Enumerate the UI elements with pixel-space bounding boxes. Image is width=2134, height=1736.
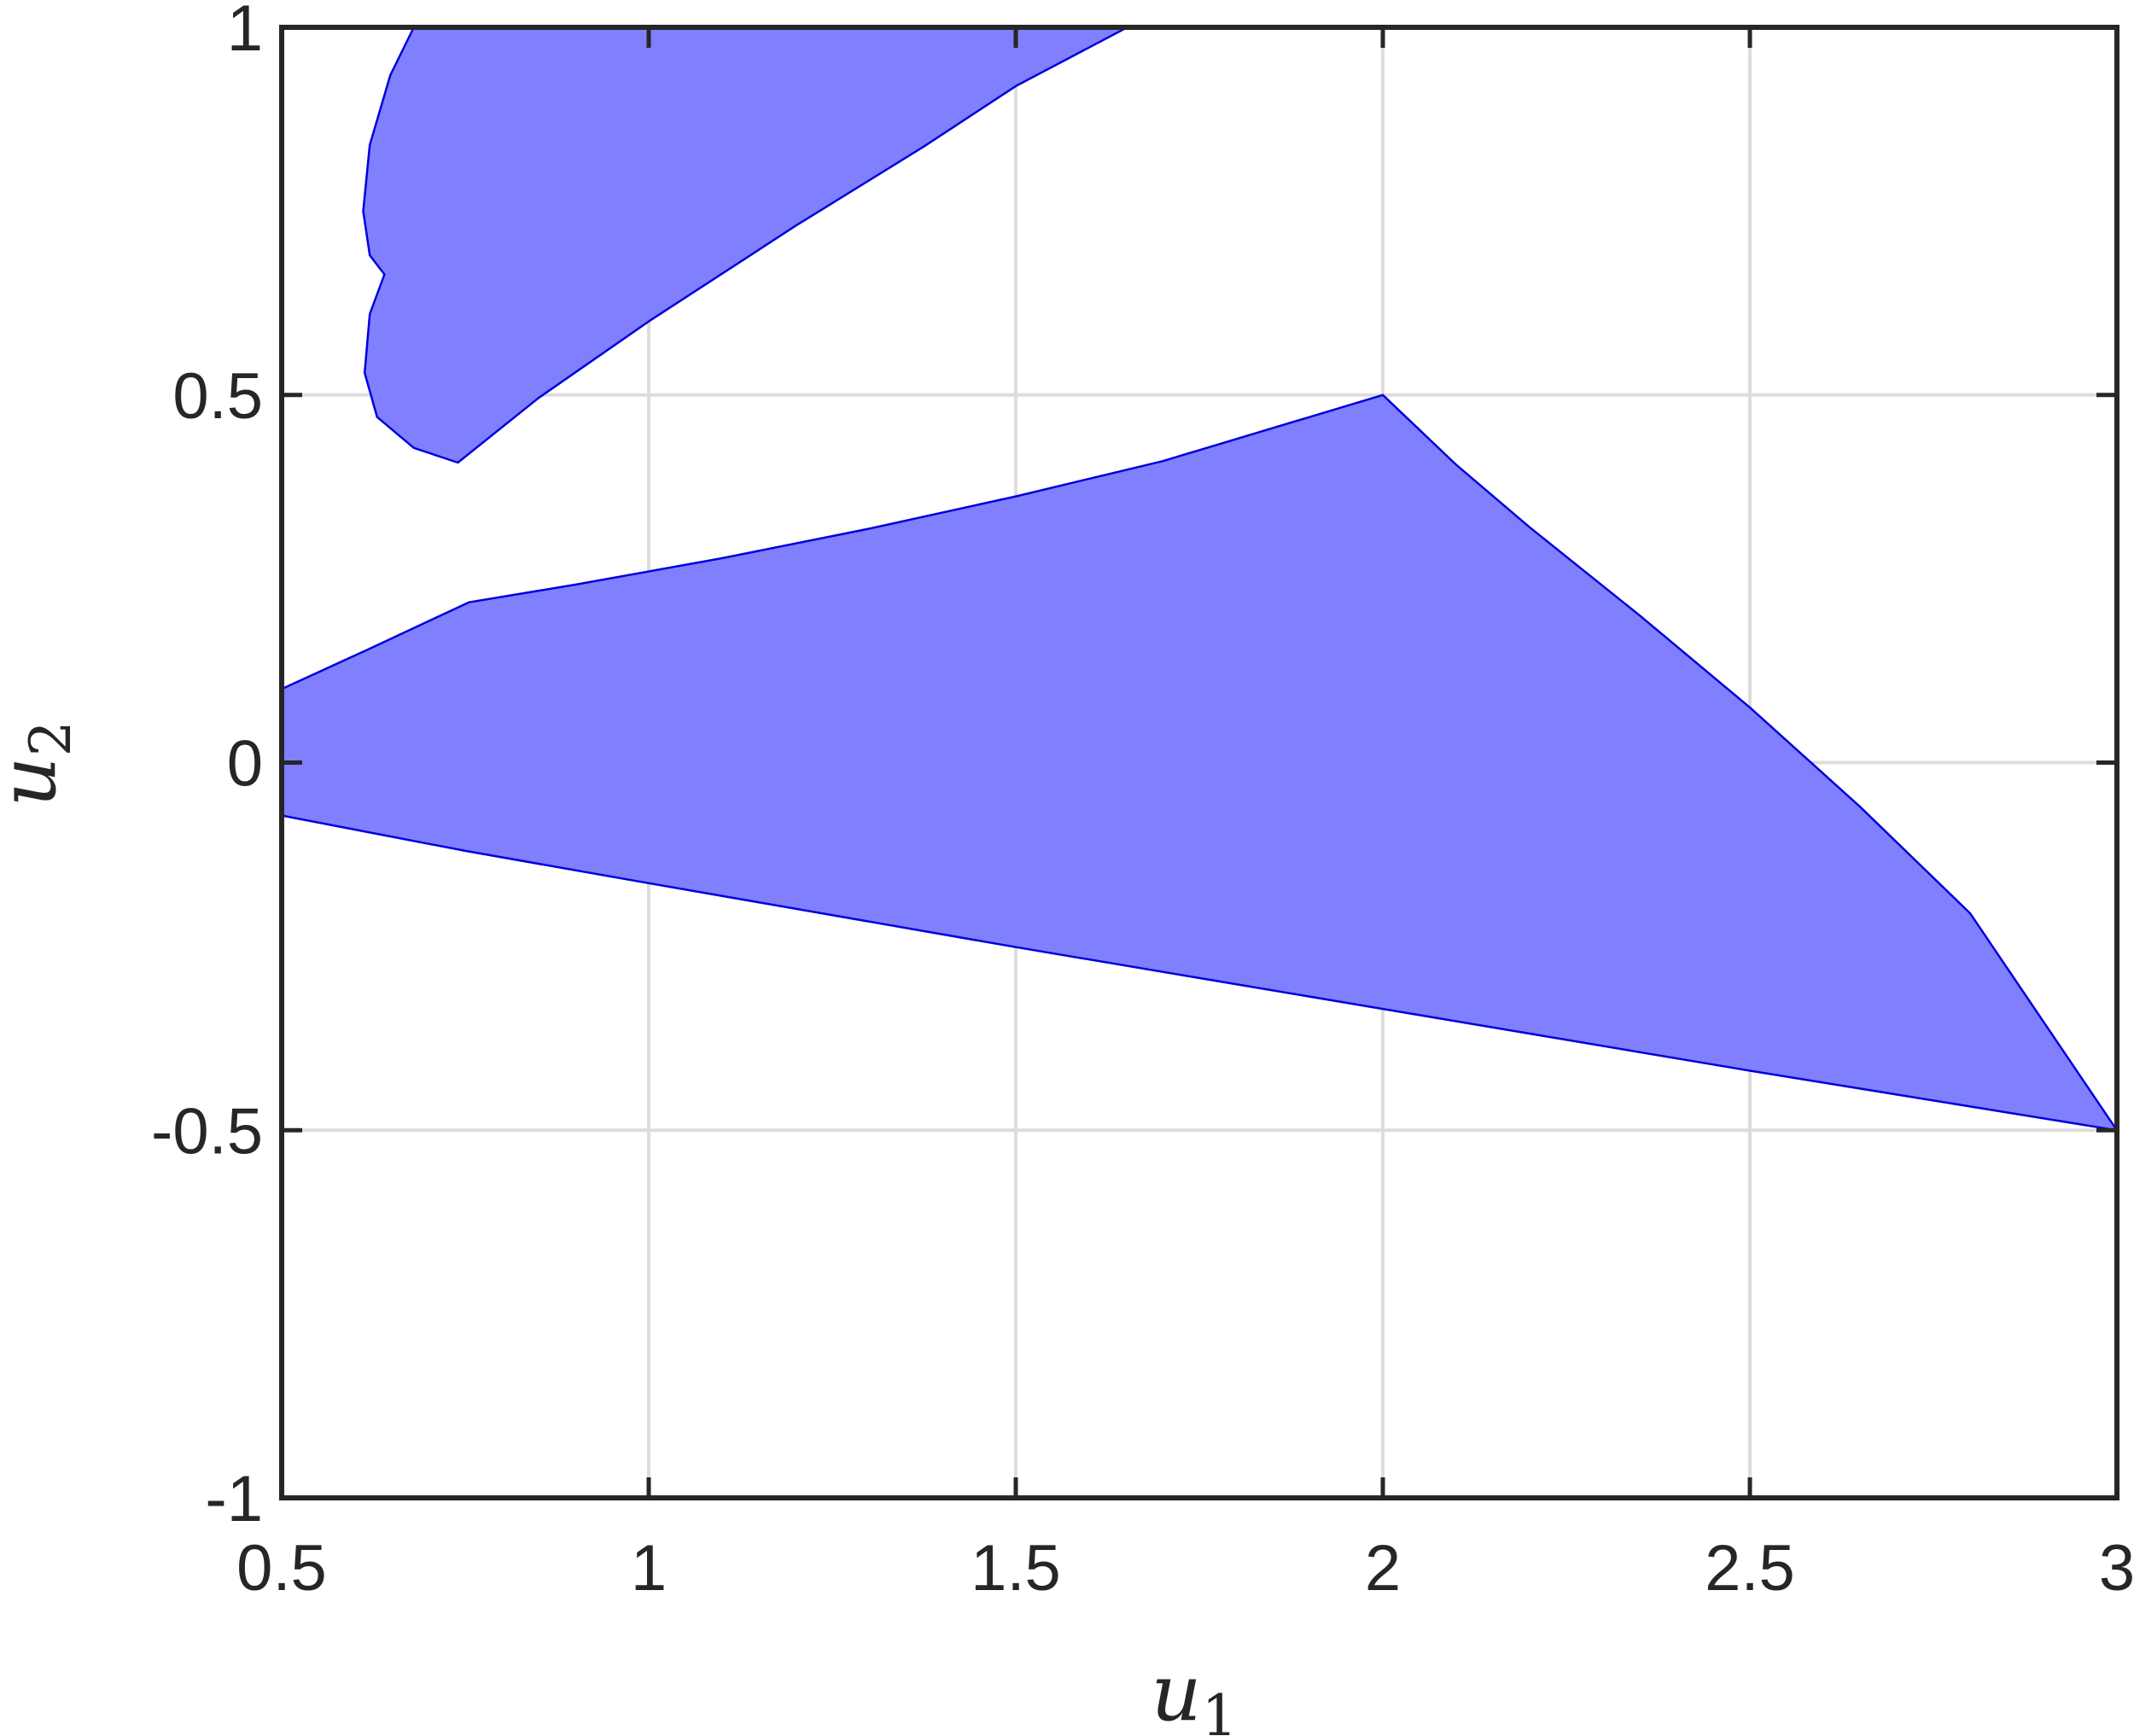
feasible-region	[280, 393, 2119, 1132]
x-tick-label: 0.5	[236, 1532, 327, 1605]
y-tick-label: 0.5	[172, 360, 263, 433]
y-tick-label: -1	[205, 1463, 263, 1535]
ticks	[279, 25, 2119, 1500]
feasible-region	[362, 26, 1128, 464]
y-tick-label: 0	[227, 728, 263, 801]
x-tick-label: 2	[1365, 1532, 1401, 1605]
y-axis-label: u2	[0, 720, 84, 807]
x-tick-label: 1	[631, 1532, 667, 1605]
x-tick-label: 3	[2099, 1532, 2134, 1605]
x-tick-label: 1.5	[971, 1532, 1061, 1605]
regions	[280, 26, 2119, 1132]
x-tick-label: 2.5	[1705, 1532, 1795, 1605]
y-tick-label: 1	[227, 0, 263, 65]
tick-labels: 0.5 1 1.5 2 2.5 3 -1 -0.5 0 0.5 1	[151, 0, 2134, 1605]
y-tick-label: -0.5	[151, 1095, 263, 1168]
x-axis-label: u1	[1151, 1647, 1237, 1736]
